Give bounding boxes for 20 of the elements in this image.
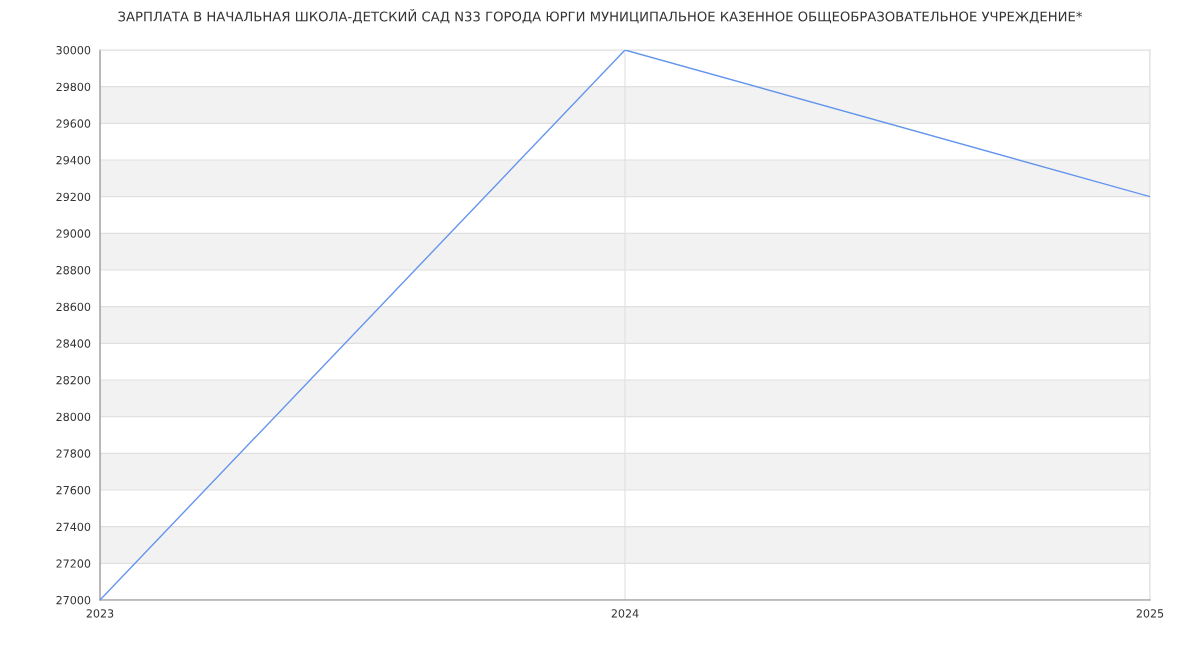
y-tick-label: 28800 (56, 265, 91, 275)
y-tick-label: 29000 (56, 229, 91, 238)
y-tick-label: 29400 (56, 155, 91, 165)
chart-title: ЗАРПЛАТА В НАЧАЛЬНАЯ ШКОЛА-ДЕТСКИЙ САД N33 ГОРОДА ЮРГИ МУНИЦИПАЛЬНОЕ КАЗЕННОЕ ОБЩЕОБРАЗОВАТЕЛЬНОЕ УЧРЕЖДЕНИЕ* (118, 9, 1083, 24)
x-tick-label: 2025 (1136, 609, 1164, 618)
x-tick-label: 2023 (86, 609, 114, 618)
y-tick-label: 28000 (56, 412, 91, 422)
y-tick-label: 29800 (56, 82, 91, 92)
y-tick-label: 27000 (56, 595, 91, 605)
y-tick-label: 27600 (56, 485, 91, 495)
y-tick-label: 29200 (56, 192, 91, 202)
y-tick-label: 28200 (56, 375, 91, 385)
y-tick-label: 28600 (56, 302, 91, 312)
x-tick-label: 2024 (611, 609, 639, 618)
y-tick-label: 27400 (56, 522, 91, 532)
y-tick-label: 30000 (56, 45, 91, 55)
y-tick-label: 27200 (56, 559, 91, 568)
y-tick-label: 29600 (56, 119, 91, 128)
y-tick-label: 27800 (56, 449, 91, 458)
y-tick-label: 28400 (56, 339, 91, 348)
